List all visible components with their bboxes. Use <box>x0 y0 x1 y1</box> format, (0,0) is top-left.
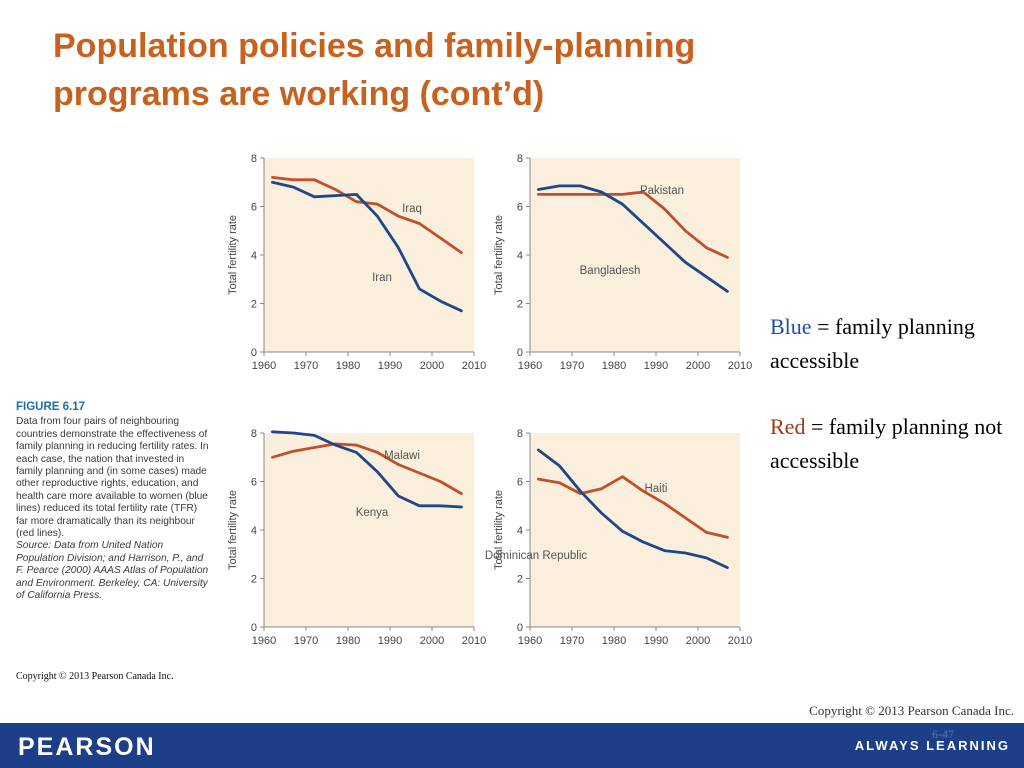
x-tick-label: 2010 <box>462 635 486 647</box>
figure-caption: FIGURE 6.17 Data from four pairs of neig… <box>16 401 211 603</box>
page-number: 6-47 <box>932 727 954 741</box>
y-axis-label: Total fertility rate <box>227 490 239 570</box>
slide-copyright: Copyright © 2013 Pearson Canada Inc. <box>809 703 1014 718</box>
series-label: Dominican Republic <box>485 550 588 562</box>
y-tick-label: 2 <box>517 299 523 311</box>
x-tick-label: 1970 <box>294 360 318 372</box>
red-description: = family planning not accessible <box>770 414 1003 473</box>
series-line-pakistan <box>537 190 729 259</box>
y-tick-label: 0 <box>517 622 523 634</box>
blue-description: = family planning accessible <box>770 314 975 373</box>
y-tick-label: 2 <box>251 299 257 311</box>
y-tick-label: 2 <box>517 574 523 586</box>
chart-svg: 0 2 4 6 8 1960 1970 1980 1990 2000 2010 Total ferti… <box>227 153 486 372</box>
color-legend-note: Blue = family planning accessible Red = … <box>770 310 1010 510</box>
red-legend: Red = family planning not accessible <box>770 410 1010 478</box>
x-tick-label: 1980 <box>336 635 360 647</box>
y-tick-label: 8 <box>517 153 523 165</box>
y-tick-label: 0 <box>251 347 257 359</box>
y-axis-label: Total fertility rate <box>493 215 505 295</box>
x-tick-label: 1990 <box>644 635 668 647</box>
x-tick-label: 2010 <box>728 635 752 647</box>
slide-title: Population policies and family-planning … <box>53 27 696 113</box>
y-tick-label: 4 <box>517 250 523 262</box>
y-tick-label: 4 <box>517 525 523 537</box>
y-tick-label: 6 <box>251 477 257 489</box>
plot-area <box>530 158 740 352</box>
y-tick-label: 4 <box>251 525 257 537</box>
x-tick-label: 2000 <box>420 360 444 372</box>
y-axis-label: Total fertility rate <box>227 215 239 295</box>
x-tick-label: 1970 <box>560 360 584 372</box>
x-tick-label: 2010 <box>728 360 752 372</box>
x-tick-label: 1970 <box>294 635 318 647</box>
y-tick-label: 8 <box>517 428 523 440</box>
y-tick-label: 0 <box>251 622 257 634</box>
y-tick-label: 8 <box>251 428 257 440</box>
x-tick-label: 1970 <box>560 635 584 647</box>
series-label: Malawi <box>384 450 420 462</box>
series-label: Iran <box>372 272 392 284</box>
chart-haiti-dominican-republic: 0 2 4 6 8 1960 1970 1980 1990 2000 2010 Total ferti… <box>485 425 753 655</box>
y-tick-label: 0 <box>517 347 523 359</box>
x-tick-label: 1960 <box>518 360 542 372</box>
series-label: Bangladesh <box>580 265 641 277</box>
series-line-kenya <box>271 430 463 509</box>
red-keyword: Red <box>770 414 806 439</box>
blue-keyword: Blue <box>770 314 812 339</box>
x-tick-label: 1990 <box>378 360 402 372</box>
chart-iraq-iran: 0 2 4 6 8 1960 1970 1980 1990 2000 2010 Total ferti… <box>222 150 487 380</box>
chart-svg: 0 2 4 6 8 1960 1970 1980 1990 2000 2010 Total ferti… <box>493 153 752 372</box>
plot-area <box>264 433 474 627</box>
x-tick-label: 1960 <box>518 635 542 647</box>
series-line-bangladesh <box>537 184 729 293</box>
y-tick-label: 8 <box>251 153 257 165</box>
x-tick-label: 1980 <box>602 360 626 372</box>
figure-caption-text: Data from four pairs of neighbouring cou… <box>16 416 209 540</box>
chart-svg: 0 2 4 6 8 1960 1970 1980 1990 2000 2010 Total ferti… <box>227 428 486 647</box>
x-tick-label: 1960 <box>252 360 276 372</box>
series-line-iran <box>271 180 463 313</box>
x-tick-label: 1980 <box>602 635 626 647</box>
y-tick-label: 6 <box>251 202 257 214</box>
x-tick-label: 1960 <box>252 635 276 647</box>
series-label: Iraq <box>402 203 422 215</box>
figure-source: Source: Data from United Nation Populati… <box>16 540 209 602</box>
chart-svg: 0 2 4 6 8 1960 1970 1980 1990 2000 2010 Total ferti… <box>485 428 752 647</box>
series-line-dominican-republic <box>537 448 729 570</box>
x-tick-label: 2000 <box>686 635 710 647</box>
x-tick-label: 1990 <box>644 360 668 372</box>
y-tick-label: 6 <box>517 477 523 489</box>
x-tick-label: 2000 <box>686 360 710 372</box>
series-line-malawi <box>271 442 463 495</box>
series-line-iraq <box>271 175 463 254</box>
y-tick-label: 2 <box>251 574 257 586</box>
chart-pakistan-bangladesh: 0 2 4 6 8 1960 1970 1980 1990 2000 2010 Total ferti… <box>488 150 753 380</box>
series-label: Pakistan <box>640 185 684 197</box>
y-tick-label: 4 <box>251 250 257 262</box>
x-tick-label: 1990 <box>378 635 402 647</box>
figure-label: FIGURE 6.17 <box>16 401 86 413</box>
footer-bar: PEARSON 6-47 ALWAYS LEARNING <box>0 723 1024 768</box>
x-tick-label: 2010 <box>462 360 486 372</box>
x-tick-label: 2000 <box>420 635 444 647</box>
pearson-logo: PEARSON <box>18 733 156 761</box>
x-tick-label: 1980 <box>336 360 360 372</box>
chart-malawi-kenya: 0 2 4 6 8 1960 1970 1980 1990 2000 2010 Total ferti… <box>222 425 487 655</box>
series-line-haiti <box>537 475 729 539</box>
figure-copyright: Copyright © 2013 Pearson Canada Inc. <box>16 671 174 682</box>
series-label: Kenya <box>356 507 389 519</box>
plot-area <box>530 433 740 627</box>
y-axis-label: Total fertility rate <box>493 490 505 570</box>
series-label: Haiti <box>644 483 667 495</box>
blue-legend: Blue = family planning accessible <box>770 310 1010 378</box>
tagline: ALWAYS LEARNING <box>854 738 1010 753</box>
y-tick-label: 6 <box>517 202 523 214</box>
